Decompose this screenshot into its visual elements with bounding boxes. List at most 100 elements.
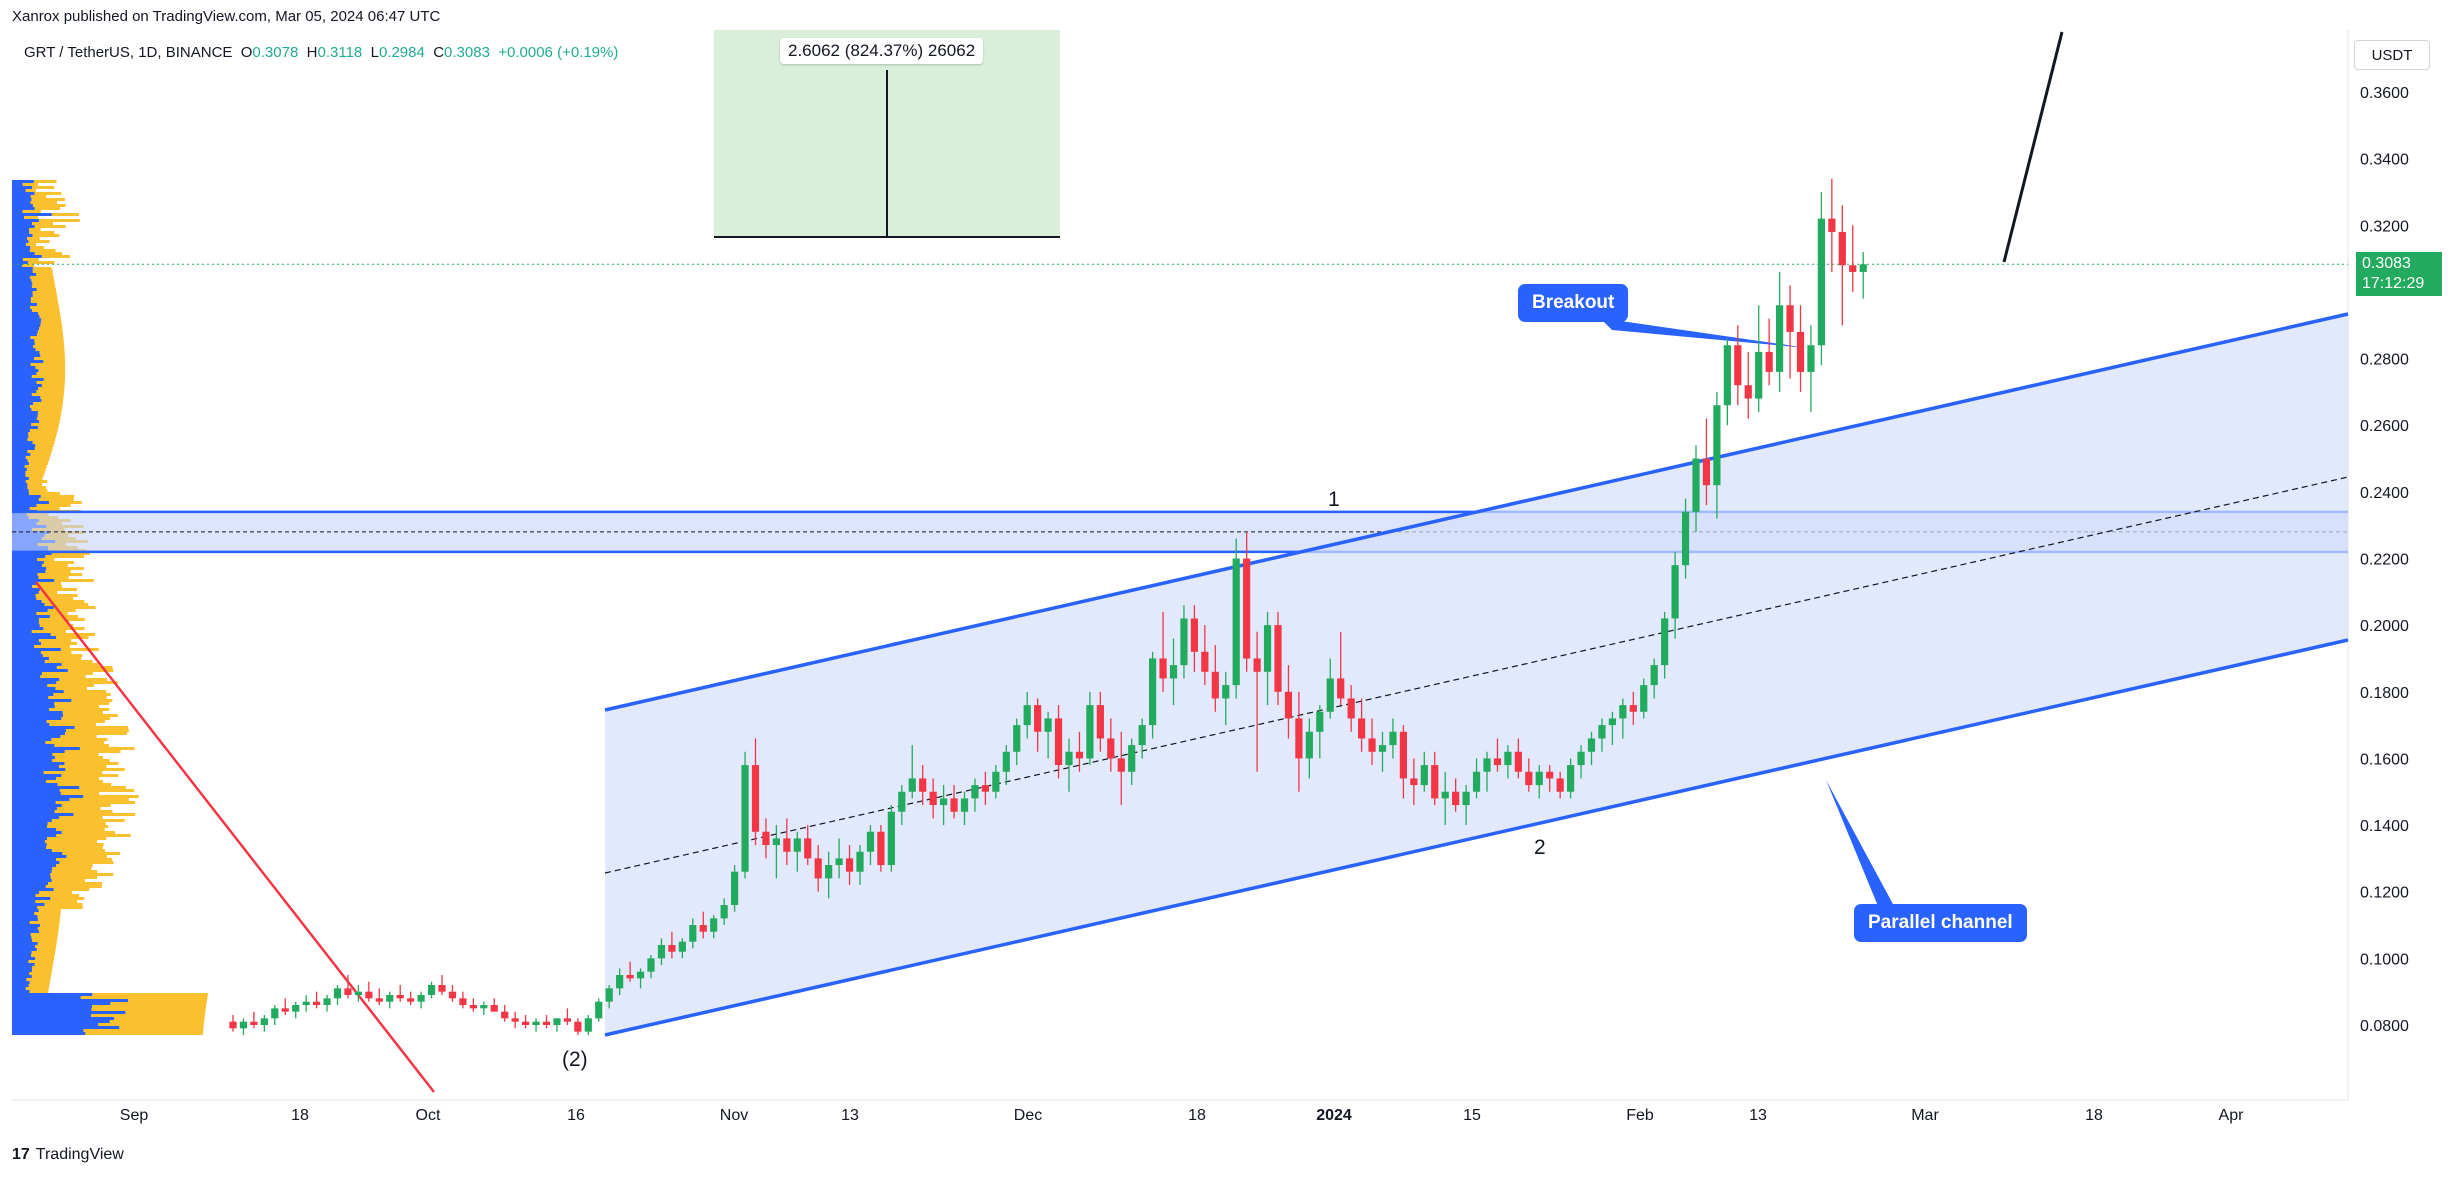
candle-body [971, 785, 979, 799]
high-label: H [306, 44, 318, 61]
volume-profile-bar [12, 774, 62, 777]
candle-body [1034, 705, 1042, 732]
volume-profile-bar [12, 642, 42, 645]
volume-profile-bar [12, 246, 31, 249]
candle-body [1201, 651, 1209, 672]
candle-body [710, 918, 718, 932]
candle-body [1410, 778, 1418, 786]
volume-profile-bar [12, 588, 77, 591]
volume-profile-bar [12, 204, 33, 207]
candle-body [1535, 771, 1543, 786]
candle [1169, 638, 1178, 706]
time-tick-label: 18 [291, 1107, 309, 1124]
volume-profile-bar [12, 783, 58, 786]
volume-profile-bar [12, 762, 65, 765]
volume-profile-bar [12, 456, 26, 459]
volume-profile-bar [12, 906, 83, 909]
candle [772, 825, 780, 879]
last-price-value: 0.3083 [2362, 255, 2411, 272]
measure-label[interactable]: 2.6062 (824.37%) 26062 [780, 38, 984, 64]
candle-body [302, 1001, 310, 1006]
candle-body [908, 778, 916, 792]
volume-profile-bar [12, 504, 37, 507]
volume-profile-bar [12, 684, 48, 687]
volume-profile-bar [12, 684, 94, 687]
candle-body [239, 1021, 248, 1029]
volume-profile-bar [12, 363, 66, 366]
volume-profile-bar [12, 567, 84, 570]
candle [427, 981, 436, 999]
candle-body [1420, 765, 1428, 786]
candle-body [1023, 705, 1031, 726]
volume-profile-bar [12, 318, 42, 321]
volume-profile-bar [12, 774, 119, 777]
volume-profile-bar [12, 261, 28, 264]
volume-profile-bar [12, 465, 47, 468]
volume-profile-bar [12, 342, 64, 345]
volume-profile-bar [12, 849, 105, 852]
volume-profile-bar [12, 738, 108, 741]
candle [1786, 285, 1794, 379]
candle [1117, 731, 1125, 806]
channel-lower-line [604, 638, 2349, 1037]
volume-profile-bar [12, 459, 28, 462]
candle [1263, 611, 1272, 706]
volume-profile-bar [12, 576, 39, 579]
candle-body [1274, 625, 1282, 692]
volume-profile-bar [12, 906, 38, 909]
volume-profile-bar [12, 933, 58, 936]
volume-profile-bar [12, 816, 60, 819]
volume-profile-bar [12, 765, 107, 768]
volume-profile-bar [12, 1023, 204, 1026]
open-value: 0.3078 [252, 44, 299, 61]
volume-profile-bar [12, 657, 49, 660]
volume-profile-bar [12, 960, 54, 963]
volume-profile-bar [12, 297, 58, 300]
tradingview-footer[interactable]: 17 TradingView [12, 1146, 124, 1164]
candle-body [835, 858, 843, 866]
volume-profile-bar [12, 219, 39, 222]
candle [292, 1001, 300, 1019]
channel-upper-line [604, 312, 2349, 712]
symbol-name[interactable]: GRT / TetherUS, 1D, BINANCE [24, 44, 233, 61]
volume-profile-bar [12, 897, 51, 900]
candle [1504, 745, 1512, 779]
price-tick-label: 0.1400 [2360, 818, 2409, 835]
volume-profile-bar [12, 690, 64, 693]
volume-profile-bar [12, 882, 49, 885]
volume-profile-bar [12, 423, 60, 426]
volume-profile-bar [12, 348, 65, 351]
volume-profile-bar [12, 855, 67, 858]
parallel-channel-callout[interactable]: Parallel channel [1854, 904, 2027, 942]
volume-profile-bar [12, 555, 46, 558]
symbol-legend[interactable]: GRT / TetherUS, 1D, BINANCE O0.3078 H0.3… [24, 44, 618, 61]
candle-body [1556, 778, 1564, 792]
volume-profile-bar [12, 492, 29, 495]
volume-profile-bar [12, 819, 125, 822]
volume-profile-bar [12, 750, 65, 753]
candle [605, 985, 613, 1009]
candle-body [1796, 331, 1805, 372]
volume-profile-bar [12, 207, 35, 210]
candle [1274, 611, 1282, 706]
volume-profile-bar [12, 918, 38, 921]
tradingview-logo-icon: 17 [12, 1146, 30, 1163]
breakout-callout[interactable]: Breakout [1518, 284, 1629, 322]
candle [1149, 651, 1157, 739]
candle-body [333, 988, 342, 999]
candle [1598, 718, 1606, 752]
volume-profile-bar [12, 813, 74, 816]
close-value: 0.3083 [444, 44, 490, 61]
volume-profile-bar [12, 279, 32, 282]
volume-profile-bar [12, 996, 81, 999]
candle-body [1075, 751, 1084, 759]
candle [501, 1005, 509, 1022]
volume-profile-bar [12, 432, 29, 435]
candle-body [699, 925, 707, 932]
candle-body [1169, 665, 1178, 679]
currency-selector[interactable]: USDT [2354, 40, 2430, 70]
volume-profile-bar [12, 612, 68, 615]
volume-profile-bar [12, 408, 32, 411]
volume-profile-bar [12, 834, 57, 837]
